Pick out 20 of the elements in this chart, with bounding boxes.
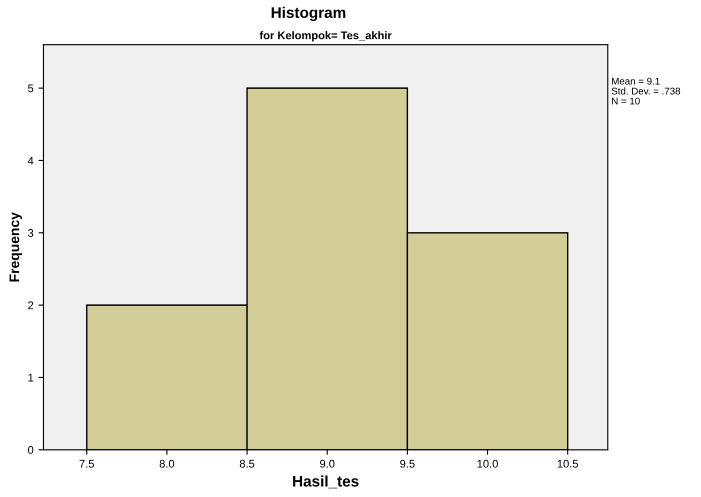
chart-title: Histogram <box>272 6 346 22</box>
text: Mean = 9.1 <box>612 78 660 85</box>
x-axis-title: Hasil_tes <box>293 475 359 488</box>
y-tick-label: 5 <box>28 84 34 92</box>
chart-subtitle: for Kelompok= Tes_akhir <box>260 31 392 42</box>
y-tick-label: 0 <box>28 446 34 454</box>
text: N = 10 <box>612 98 640 104</box>
x-tick-label: 10.0 <box>478 460 498 468</box>
y-tick-label: 3 <box>28 229 34 237</box>
y-tick-label: 4 <box>28 156 34 164</box>
x-tick-label: 8.5 <box>240 460 254 468</box>
x-tick-label: 7.5 <box>80 460 94 468</box>
y-axis-title: Frequency <box>10 212 22 282</box>
x-tick-label: 10.5 <box>558 460 578 468</box>
text: Std. Dev. = .738 <box>612 87 680 95</box>
x-tick-label: 8.0 <box>160 460 174 468</box>
x-tick-label: 9.5 <box>400 460 415 468</box>
y-tick-label: 2 <box>28 301 34 310</box>
y-tick-label: 1 <box>28 374 34 382</box>
x-tick-label: 9.0 <box>320 460 335 468</box>
